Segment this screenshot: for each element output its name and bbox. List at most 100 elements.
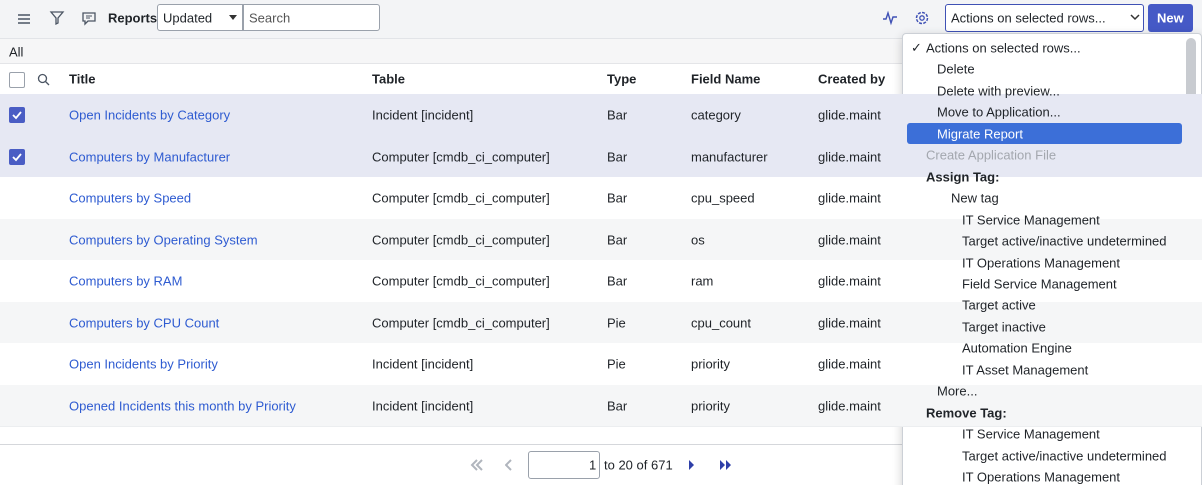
report-link[interactable]: Open Incidents by Category <box>69 107 231 123</box>
cell: Bar <box>607 232 628 247</box>
menu-option[interactable]: New tag <box>951 190 999 206</box>
cell: Incident [incident] <box>372 398 474 413</box>
cell: Computer [cmdb_ci_computer] <box>372 315 550 330</box>
menu-option[interactable]: IT Asset Management <box>962 362 1089 378</box>
search-column-icon[interactable] <box>37 73 50 86</box>
cell: glide.maint <box>818 356 881 372</box>
cell: ram <box>691 273 714 289</box>
menu-option[interactable]: Delete with preview... <box>937 83 1060 99</box>
cell: Computer [cmdb_ci_computer] <box>372 149 550 164</box>
cell: glide.maint <box>818 232 881 247</box>
menu-option[interactable]: Actions on selected rows... <box>926 40 1081 56</box>
menu-option[interactable]: IT Operations Management <box>962 255 1121 270</box>
report-link[interactable]: Computers by Speed <box>69 190 192 206</box>
menu-option-disabled: Create Application File <box>926 147 1057 163</box>
report-link[interactable]: Computers by RAM <box>69 273 183 289</box>
menu-option[interactable]: Target active <box>962 297 1036 313</box>
next-page-icon[interactable] <box>688 459 696 471</box>
report-link[interactable]: Open Incidents by Priority <box>69 356 218 372</box>
new-button[interactable] <box>1148 4 1193 32</box>
cell: os <box>691 232 705 247</box>
column-header[interactable]: Table <box>372 71 405 87</box>
settings-icon[interactable] <box>914 10 930 26</box>
table-row <box>0 384 1202 427</box>
menu-option[interactable]: Delete <box>937 61 975 77</box>
cell: priority <box>691 398 731 413</box>
cell: glide.maint <box>818 190 881 206</box>
cell: Incident [incident] <box>372 356 474 372</box>
menu-option[interactable]: More... <box>937 383 978 399</box>
cell: glide.maint <box>818 149 881 164</box>
cell: Computer [cmdb_ci_computer] <box>372 190 550 206</box>
menu-option[interactable]: IT Service Management <box>962 426 1100 442</box>
page-input[interactable] <box>528 451 600 479</box>
page-title: Reports <box>108 10 158 26</box>
new-button-label: New <box>1157 10 1184 26</box>
select-caret <box>229 15 237 20</box>
table-row <box>0 343 1202 386</box>
pulse-icon[interactable] <box>882 10 898 26</box>
cell: glide.maint <box>818 273 881 289</box>
cell: manufacturer <box>691 149 768 164</box>
menu-option[interactable]: Target active/inactive undetermined <box>962 448 1167 464</box>
page-range: to 20 of 671 <box>604 457 673 473</box>
row-checkbox-checked[interactable] <box>9 107 25 123</box>
report-link[interactable]: Computers by CPU Count <box>69 315 220 330</box>
menu-option[interactable]: IT Operations Management <box>962 469 1121 485</box>
cell: Pie <box>607 356 626 372</box>
cell: cpu_count <box>691 315 751 330</box>
report-link[interactable]: Opened Incidents this month by Priority <box>69 398 296 413</box>
cell: Bar <box>607 398 628 413</box>
cell: glide.maint <box>818 398 881 413</box>
comment-icon[interactable] <box>81 10 97 26</box>
cell: Bar <box>607 149 628 164</box>
report-link[interactable]: Computers by Manufacturer <box>69 149 231 164</box>
select-all-checkbox[interactable] <box>9 72 25 88</box>
table-row <box>0 177 1202 220</box>
actions-select[interactable] <box>945 4 1144 32</box>
menu-option[interactable]: IT Service Management <box>962 212 1100 228</box>
cell: Incident [incident] <box>372 107 474 123</box>
menu-group-label: Assign Tag: <box>926 169 1000 185</box>
table-row <box>0 301 1202 344</box>
menu-highlight <box>907 123 1182 145</box>
cell: glide.maint <box>818 107 881 123</box>
cell: Pie <box>607 315 626 330</box>
menu-option[interactable]: Target active/inactive undetermined <box>962 233 1167 249</box>
page-number: 1 <box>589 457 597 473</box>
search-placeholder: Search <box>249 10 291 26</box>
column-header[interactable]: Created by <box>818 71 886 87</box>
table-row <box>0 260 1202 303</box>
cell: Bar <box>607 273 628 289</box>
cell: Bar <box>607 190 628 206</box>
select-caret <box>1130 14 1140 21</box>
column-header[interactable]: Title <box>69 71 96 87</box>
filter-breadcrumb[interactable]: All <box>9 44 24 60</box>
last-page-icon[interactable] <box>719 459 733 471</box>
menu-option[interactable]: Field Service Management <box>962 276 1117 292</box>
search-input[interactable] <box>243 4 380 31</box>
sort-select-value: Updated <box>163 10 213 26</box>
cell: Computer [cmdb_ci_computer] <box>372 232 550 247</box>
row-checkbox-checked[interactable] <box>9 148 25 165</box>
report-link[interactable]: Computers by Operating System <box>69 232 258 247</box>
menu-option[interactable]: Migrate Report <box>937 126 1023 142</box>
cell: Computer [cmdb_ci_computer] <box>372 273 550 289</box>
prev-page-icon <box>505 459 512 471</box>
cell: cpu_speed <box>691 190 755 206</box>
cell: priority <box>691 356 731 372</box>
check-mark: ✓ <box>911 40 922 55</box>
column-header[interactable]: Field Name <box>691 71 761 87</box>
filter-icon[interactable] <box>49 10 65 26</box>
actions-select-value: Actions on selected rows... <box>951 10 1106 26</box>
cell: glide.maint <box>818 315 881 330</box>
menu-option[interactable]: Automation Engine <box>962 340 1072 356</box>
menu-icon[interactable] <box>16 11 32 27</box>
menu-option[interactable]: Move to Application... <box>937 104 1061 120</box>
menu-option[interactable]: Target inactive <box>962 319 1046 335</box>
first-page-icon <box>470 459 483 471</box>
column-header[interactable]: Type <box>607 71 637 87</box>
cell: Bar <box>607 107 628 123</box>
sort-select[interactable] <box>157 4 243 31</box>
